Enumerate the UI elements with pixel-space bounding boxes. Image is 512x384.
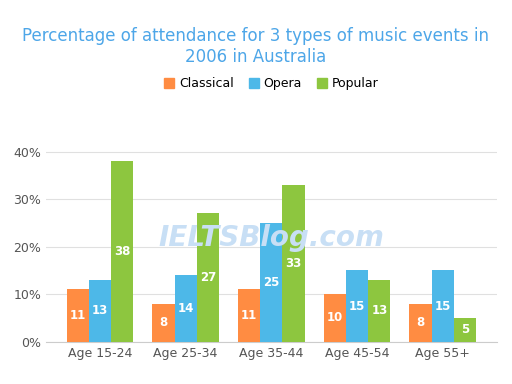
Bar <box>454 318 476 342</box>
Bar <box>67 290 89 342</box>
Text: 11: 11 <box>70 309 86 322</box>
Bar <box>152 304 175 342</box>
Text: 10: 10 <box>327 311 343 324</box>
Bar <box>89 280 111 342</box>
Bar <box>368 280 391 342</box>
Text: 8: 8 <box>416 316 424 329</box>
Text: 33: 33 <box>286 257 302 270</box>
Bar <box>238 290 260 342</box>
Bar <box>283 185 305 342</box>
Text: IELTSBlog.com: IELTSBlog.com <box>158 224 385 252</box>
Bar <box>432 270 454 342</box>
Bar <box>260 223 283 342</box>
Text: 15: 15 <box>435 300 451 313</box>
Text: Percentage of attendance for 3 types of music events in
2006 in Australia: Percentage of attendance for 3 types of … <box>23 27 489 66</box>
Text: 27: 27 <box>200 271 216 284</box>
Text: 38: 38 <box>114 245 131 258</box>
Text: 5: 5 <box>461 323 469 336</box>
Bar <box>197 214 219 342</box>
Text: 14: 14 <box>178 302 194 315</box>
Text: 11: 11 <box>241 309 257 322</box>
Legend: Classical, Opera, Popular: Classical, Opera, Popular <box>159 73 384 96</box>
Bar <box>346 270 368 342</box>
Bar <box>175 275 197 342</box>
Bar <box>409 304 432 342</box>
Text: 25: 25 <box>263 276 280 289</box>
Text: 8: 8 <box>159 316 167 329</box>
Text: 13: 13 <box>371 305 388 317</box>
Bar <box>324 294 346 342</box>
Text: 15: 15 <box>349 300 365 313</box>
Text: 13: 13 <box>92 305 108 317</box>
Bar <box>111 161 134 342</box>
